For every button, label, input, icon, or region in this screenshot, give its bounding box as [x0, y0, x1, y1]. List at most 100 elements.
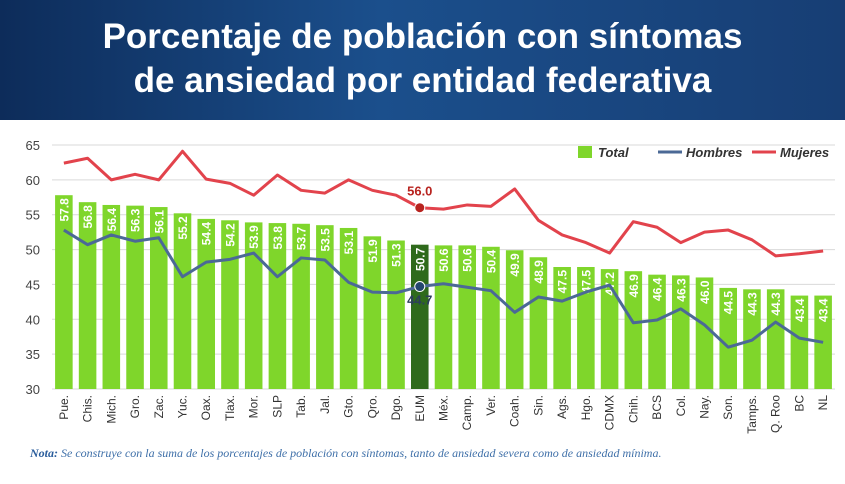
x-tick-label: Tab. [294, 395, 308, 418]
y-tick-label: 65 [26, 138, 40, 153]
x-tick-label: BCS [650, 395, 664, 420]
bar-value-label: 56.3 [129, 208, 143, 232]
bar [149, 207, 168, 389]
bar-value-label: 50.6 [461, 248, 475, 272]
x-tick-label: Ags. [555, 395, 569, 419]
x-tick-label: Pue. [57, 395, 71, 420]
bar-value-label: 46.9 [627, 274, 641, 298]
bar [221, 220, 239, 389]
x-tick-label: Col. [674, 395, 688, 416]
x-tick-label: Chih. [626, 395, 640, 423]
point-label: 44.7 [407, 293, 432, 308]
chart-title: de ansiedad por entidad federativa [133, 61, 712, 100]
bar-value-label: 50.6 [437, 248, 451, 272]
bar [671, 275, 690, 389]
bar [482, 246, 500, 389]
x-tick-label: Jal. [318, 395, 332, 414]
legend-label: Total [598, 145, 629, 160]
title-banner: Porcentaje de población con síntomas de … [0, 0, 845, 120]
x-tick-label: Nay. [698, 395, 712, 419]
bar-value-label: 43.4 [793, 298, 807, 322]
x-tick-label: Mor. [247, 395, 261, 418]
bar-value-label: 53.1 [342, 231, 356, 255]
bar [577, 267, 595, 389]
legend-label: Hombres [686, 145, 742, 160]
x-tick-label: EUM [413, 395, 427, 422]
x-tick-label: CDMX [603, 395, 617, 430]
bar-value-label: 44.3 [769, 292, 783, 316]
bar-value-label: 57.8 [57, 198, 71, 222]
bar-value-label: 46.0 [698, 280, 712, 304]
y-tick-label: 45 [26, 277, 40, 292]
bar-value-label: 50.7 [413, 247, 427, 271]
bar-value-label: 46.3 [674, 278, 688, 302]
bar-value-label: 49.9 [508, 253, 522, 277]
bar [695, 277, 714, 389]
bar [339, 227, 358, 389]
bar-value-label: 44.5 [722, 291, 736, 315]
point-marker [414, 202, 426, 214]
bar-value-label: 51.3 [390, 243, 404, 267]
x-tick-label: NL [816, 395, 830, 411]
x-tick-label: Dgo. [389, 395, 403, 420]
bar-value-label: 53.7 [295, 226, 309, 250]
bar [505, 250, 524, 389]
bar [292, 223, 310, 389]
legend-swatch [578, 146, 592, 158]
x-tick-label: Oax. [199, 395, 213, 420]
bar [624, 271, 643, 389]
x-tick-label: Chis. [81, 395, 95, 422]
bar [790, 295, 809, 389]
bar-value-label: 56.4 [105, 208, 119, 232]
bar [648, 274, 666, 389]
y-tick-label: 35 [26, 347, 40, 362]
y-tick-label: 60 [26, 173, 40, 188]
y-tick-label: 40 [26, 312, 40, 327]
y-tick-label: 50 [26, 243, 40, 258]
bar-value-label: 54.4 [200, 222, 214, 246]
x-tick-label: BC [792, 395, 806, 412]
x-tick-label: Gto. [342, 395, 356, 418]
bar [814, 295, 832, 389]
bar [434, 245, 453, 389]
bar [458, 245, 477, 389]
x-tick-label: Mich. [104, 395, 118, 424]
bar [268, 223, 287, 389]
note-label: Nota: [30, 446, 58, 460]
x-tick-label: Gro. [128, 395, 142, 418]
x-tick-label: Yuc. [176, 395, 190, 418]
x-tick-label: Son. [721, 395, 735, 420]
bar-value-label: 43.4 [817, 298, 831, 322]
bar-value-label: 55.2 [176, 216, 190, 240]
bar [126, 205, 144, 389]
x-tick-label: Tamps. [745, 395, 759, 434]
x-tick-label: Méx. [437, 395, 451, 421]
bar [387, 240, 405, 389]
x-tick-label: Qro. [365, 395, 379, 418]
chart: 30 35 40 45 50 55 60 65 Pue. Chis. Mich. Gro. Zac. Yu… [26, 138, 835, 434]
x-tick-label: Sin. [531, 395, 545, 416]
note-text: Se construye con la suma de los porcenta… [61, 446, 662, 460]
x-tick-label: Zac. [152, 395, 166, 418]
bar [529, 257, 548, 389]
bar-value-label: 44.3 [745, 292, 759, 316]
bar-value-label: 47.5 [579, 270, 593, 294]
chart-title: Porcentaje de población con síntomas [102, 17, 743, 56]
bar [410, 244, 429, 389]
x-tick-label: Camp. [460, 395, 474, 430]
bar [55, 195, 73, 389]
bar-value-label: 47.5 [556, 270, 570, 294]
bar [244, 222, 263, 389]
bar [600, 269, 619, 389]
bar [102, 204, 121, 389]
bar-value-label: 51.9 [366, 239, 380, 263]
note: Nota: Se construye con la suma de los po… [30, 446, 661, 461]
bar-value-label: 48.9 [532, 260, 546, 284]
x-tick-label: Hgo. [579, 395, 593, 420]
bar-value-label: 50.4 [484, 249, 498, 273]
x-tick-label: SLP [270, 395, 284, 418]
bar [766, 289, 785, 389]
bar-value-label: 53.8 [271, 226, 285, 250]
x-tick-label: Q. Roo [769, 395, 783, 433]
